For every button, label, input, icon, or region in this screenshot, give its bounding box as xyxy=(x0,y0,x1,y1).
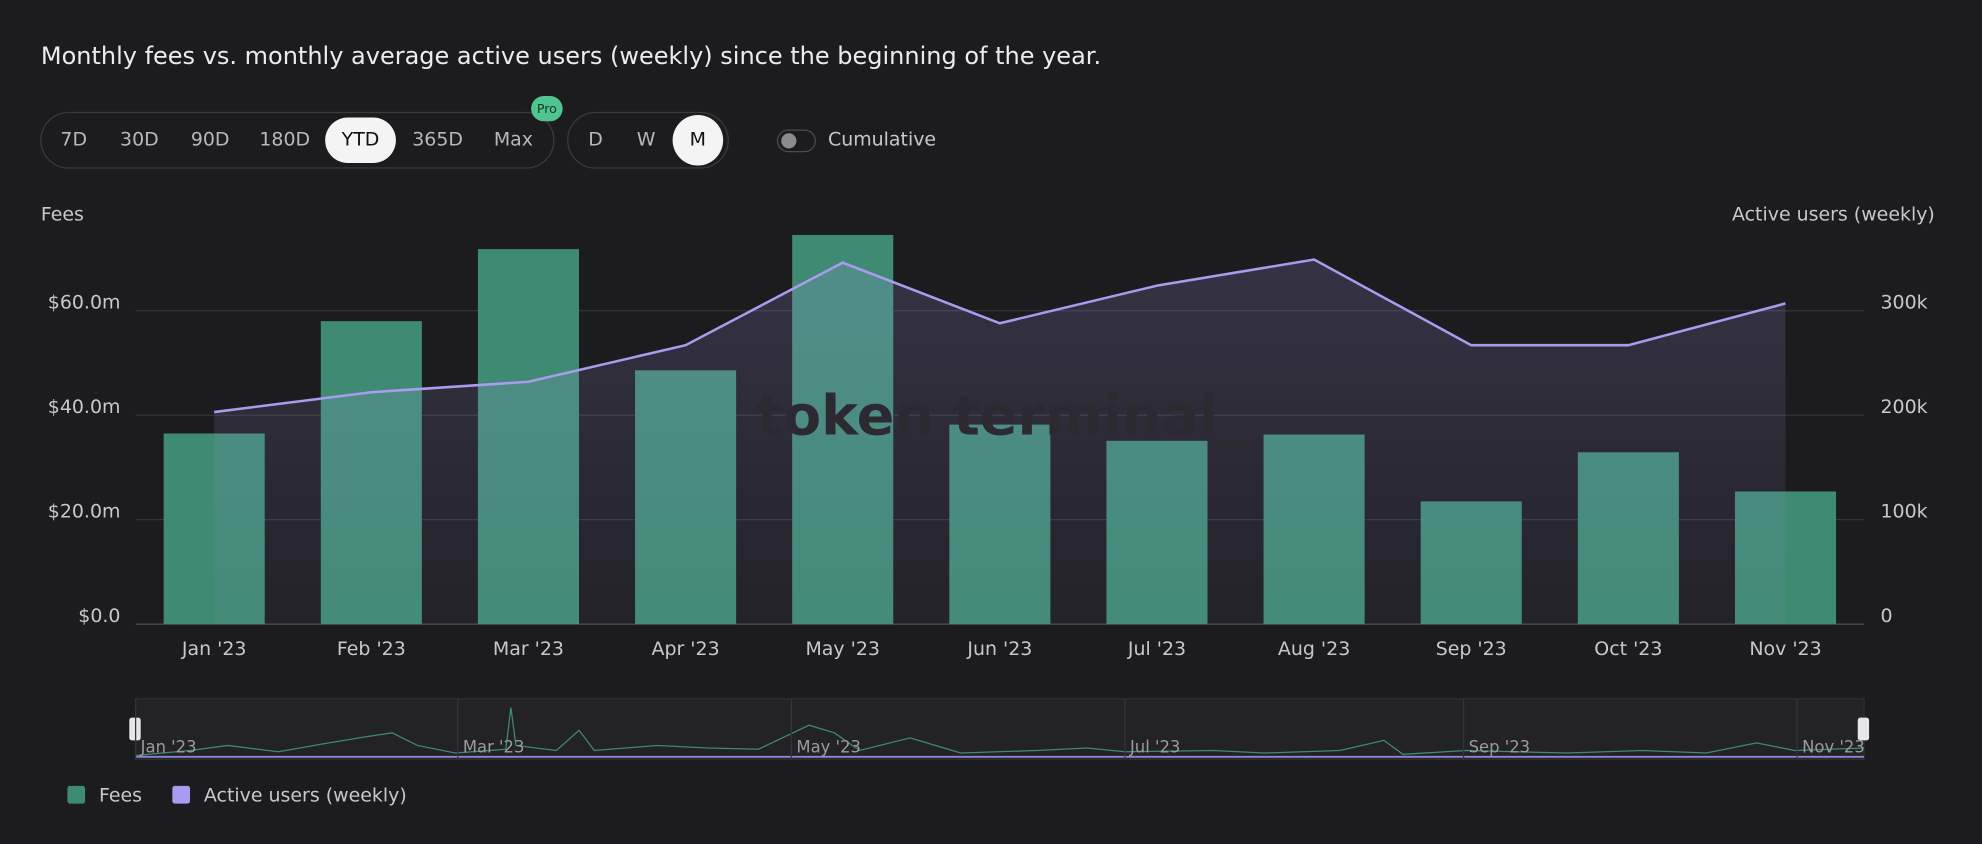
toggle[interactable] xyxy=(776,129,817,153)
range-button[interactable]: 30D xyxy=(120,129,159,151)
x-tick-label: May '23 xyxy=(805,638,879,660)
legend-label[interactable]: Fees xyxy=(99,784,142,806)
x-tick-label: Aug '23 xyxy=(1278,638,1350,660)
x-tick-label: Jul '23 xyxy=(1127,638,1186,660)
navigator-handle[interactable] xyxy=(1857,717,1870,741)
navigator-label: Mar '23 xyxy=(463,737,525,756)
x-tick-label: Sep '23 xyxy=(1436,638,1507,660)
range-group xyxy=(40,111,555,169)
range-button[interactable]: 365D xyxy=(412,129,463,151)
navigator-label: Jul '23 xyxy=(1129,737,1180,756)
navigator-sparkline xyxy=(135,707,1865,757)
x-tick-label: Jan '23 xyxy=(181,638,247,660)
navigator-box xyxy=(134,698,1865,760)
x-tick-label: Nov '23 xyxy=(1749,638,1821,660)
interval-button[interactable]: M xyxy=(690,129,706,151)
x-tick-label: Apr '23 xyxy=(652,638,720,660)
area xyxy=(214,259,1786,625)
y2-tick-label: 100k xyxy=(1880,501,1927,523)
y-tick-label: $0.0 xyxy=(78,605,120,627)
y-tick-label: $20.0m xyxy=(48,501,121,523)
y-axis-title: Fees xyxy=(41,203,84,225)
legend-swatch[interactable] xyxy=(67,785,86,804)
navigator-label: Nov '23 xyxy=(1802,737,1865,756)
navigator: Jan '23 Mar '23 May '23 Jul '23 Sep '23 Nov '… xyxy=(129,698,1870,760)
interval-button[interactable]: W xyxy=(637,129,656,151)
x-tick-label: Jun '23 xyxy=(966,638,1032,660)
y2-tick-label: 200k xyxy=(1880,396,1927,418)
navigator-label: May '23 xyxy=(796,737,861,756)
y-tick-label: $60.0m xyxy=(48,292,121,314)
pro-badge-label: Pro xyxy=(537,101,557,116)
range-button[interactable]: Max xyxy=(494,129,533,151)
x-tick-label: Oct '23 xyxy=(1594,638,1662,660)
watermark: token terminal_ xyxy=(756,384,1246,449)
y2-tick-label: 0 xyxy=(1880,605,1892,627)
pro-badge xyxy=(531,96,563,122)
legend-swatch[interactable] xyxy=(172,785,191,804)
range-button-active xyxy=(325,117,396,163)
x-tick-label: Feb '23 xyxy=(337,638,406,660)
y-tick-label: $40.0m xyxy=(48,396,121,418)
line xyxy=(214,258,1786,414)
chart-title: Monthly fees vs. monthly average active … xyxy=(41,42,1101,70)
y2-tick-label: 300k xyxy=(1880,292,1927,314)
range-button[interactable]: YTD xyxy=(341,129,380,151)
plot: $0.0 $20.0m $40.0m $60.0m 0 100k 200k 300k Jan '… xyxy=(48,234,1928,660)
interval-button[interactable]: D xyxy=(588,129,603,151)
interval-group xyxy=(567,111,729,169)
range-button[interactable]: 7D xyxy=(60,129,87,151)
navigator-label: Sep '23 xyxy=(1469,737,1531,756)
interval-button-active xyxy=(672,114,724,166)
toggle-label[interactable]: Cumulative xyxy=(828,129,936,151)
range-button[interactable]: 180D xyxy=(259,129,310,151)
toggle-knob xyxy=(781,133,797,149)
x-tick-label: Mar '23 xyxy=(493,638,564,660)
y2-axis-title: Active users (weekly) xyxy=(1732,203,1935,225)
navigator-label: Jan '23 xyxy=(140,737,197,756)
legend-label[interactable]: Active users (weekly) xyxy=(204,784,407,806)
range-button[interactable]: 90D xyxy=(191,129,230,151)
